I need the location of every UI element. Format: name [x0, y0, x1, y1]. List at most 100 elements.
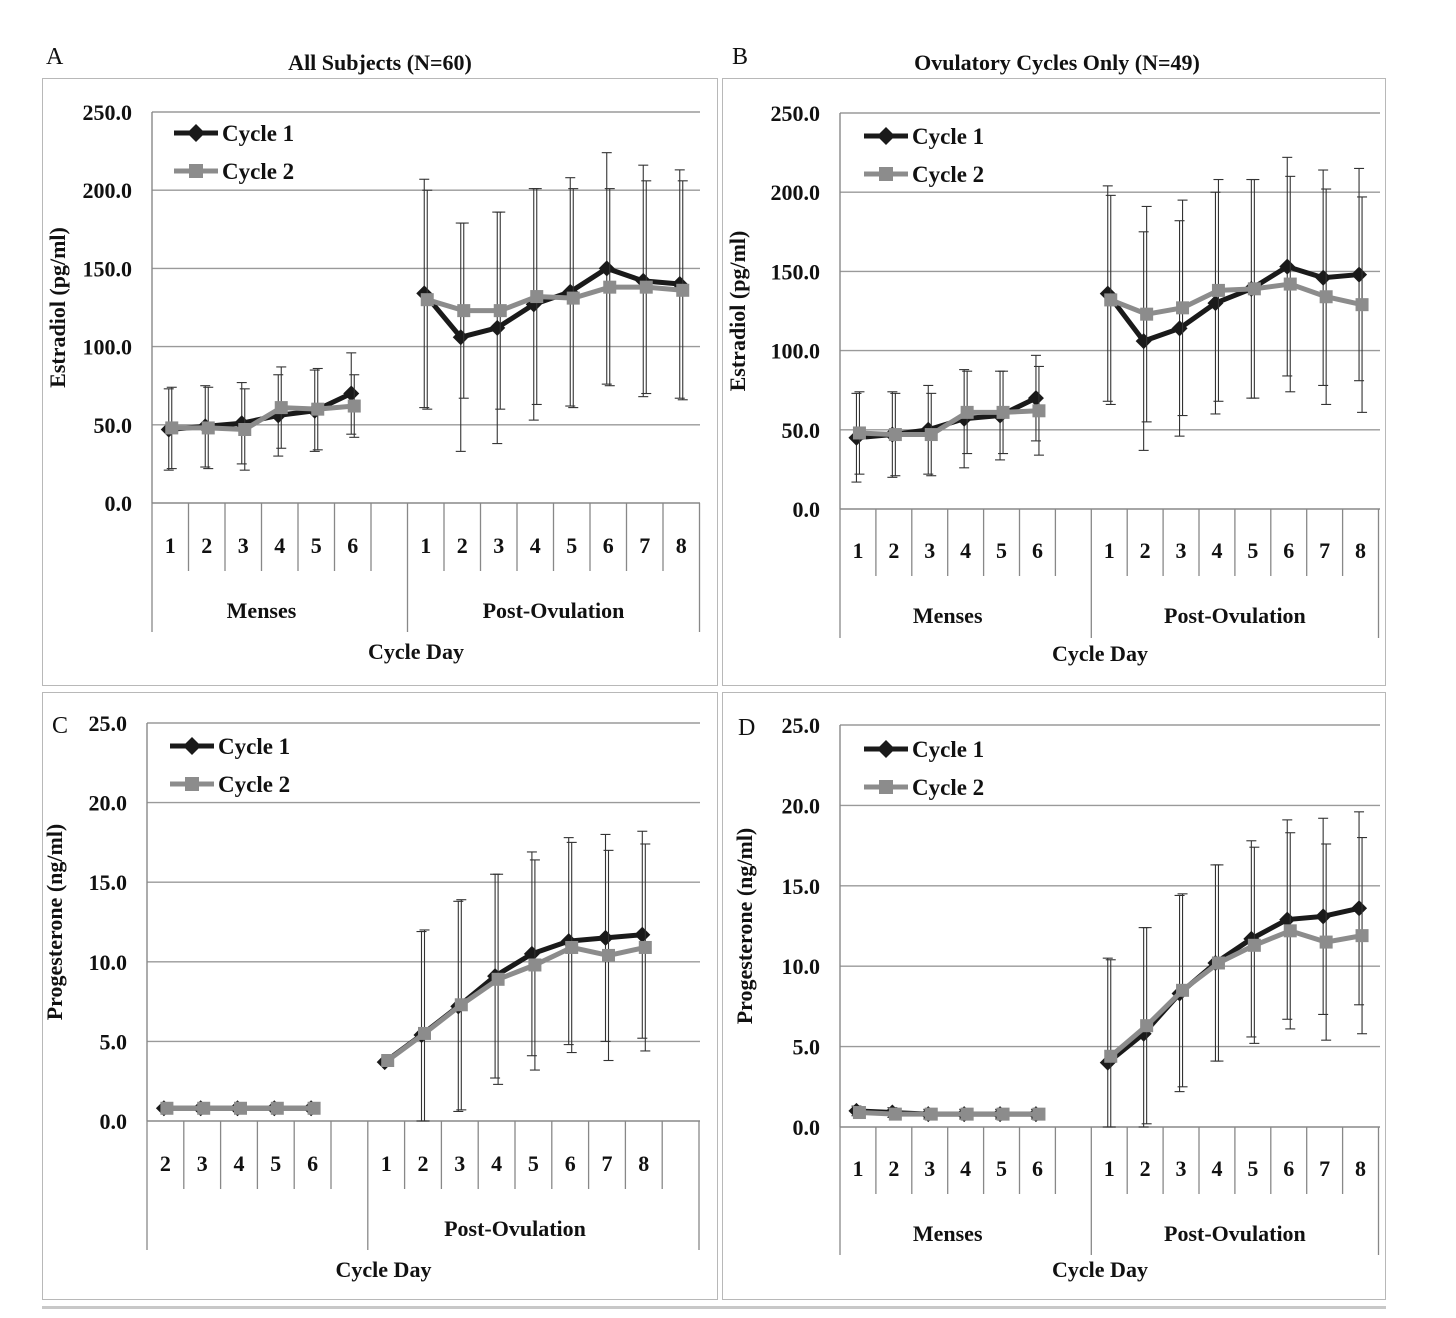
point-cycle-1-b — [1315, 269, 1332, 286]
point-cycle-2-a — [274, 401, 288, 415]
point-cycle-1-b — [1279, 258, 1296, 275]
point-cycle-1-c — [634, 926, 651, 943]
point-cycle-2-b — [1032, 404, 1046, 418]
group-label-c: Post-Ovulation — [444, 1216, 586, 1241]
point-cycle-1-c — [523, 945, 540, 962]
point-cycle-2-b — [852, 426, 866, 440]
y-tick-label-a: 200.0 — [83, 178, 133, 203]
x-tick-label-a: 2 — [201, 533, 212, 558]
point-cycle-2-d — [1319, 935, 1333, 949]
panel-a — [42, 78, 718, 686]
legend-label-a: Cycle 2 — [222, 159, 294, 184]
x-tick-label-c: 5 — [270, 1151, 281, 1176]
x-tick-label-c: 4 — [234, 1151, 245, 1176]
y-axis-title-c: Progesterone (ng/ml) — [42, 824, 67, 1021]
bottom-border — [42, 1306, 1386, 1309]
x-tick-label-b: 6 — [1032, 538, 1043, 563]
x-tick-label-b: 4 — [1211, 538, 1222, 563]
point-cycle-1-b — [1207, 295, 1224, 312]
point-cycle-2-b — [1140, 307, 1154, 321]
x-tick-label-c: 7 — [602, 1151, 613, 1176]
point-cycle-2-c — [307, 1101, 321, 1115]
panel-d — [722, 692, 1386, 1300]
y-tick-label-b: 200.0 — [771, 180, 821, 205]
y-tick-label-d: 20.0 — [782, 793, 821, 818]
legend-label-c: Cycle 1 — [218, 734, 290, 759]
point-cycle-2-d — [960, 1107, 974, 1121]
legend-label-b: Cycle 2 — [912, 162, 984, 187]
panel-letter-a: A — [46, 44, 64, 70]
point-cycle-2-c — [418, 1026, 431, 1040]
panel-letter-c: C — [52, 713, 68, 739]
x-tick-label-a: 6 — [347, 533, 358, 558]
point-cycle-2-c — [491, 972, 505, 986]
point-cycle-2-d — [1283, 924, 1297, 938]
legend-marker-b — [877, 127, 895, 145]
legend-label-a: Cycle 1 — [222, 121, 294, 146]
point-cycle-2-d — [1247, 938, 1261, 952]
point-cycle-2-b — [1104, 293, 1118, 307]
x-tick-label-a: 2 — [457, 533, 468, 558]
point-cycle-2-c — [528, 958, 542, 972]
point-cycle-2-a — [603, 280, 617, 294]
y-tick-label-a: 100.0 — [83, 335, 133, 360]
y-tick-label-a: 250.0 — [83, 100, 133, 125]
x-tick-label-d: 1 — [852, 1156, 863, 1181]
panel-b — [722, 78, 1386, 686]
point-cycle-2-a — [493, 304, 507, 318]
y-tick-label-b: 100.0 — [771, 339, 821, 364]
y-axis-title-b: Estradiol (pg/ml) — [725, 231, 750, 392]
point-cycle-2-c — [565, 940, 579, 954]
legend-marker-b — [879, 167, 893, 181]
x-tick-label-b: 5 — [1247, 538, 1258, 563]
point-cycle-2-a — [566, 291, 580, 305]
y-tick-label-c: 15.0 — [89, 870, 128, 895]
y-tick-label-d: 15.0 — [782, 874, 821, 899]
point-cycle-2-b — [1247, 282, 1261, 296]
point-cycle-2-b — [996, 405, 1010, 419]
x-tick-label-b: 3 — [924, 538, 935, 563]
y-tick-label-b: 50.0 — [782, 418, 821, 443]
x-tick-label-a: 4 — [274, 533, 285, 558]
x-axis-title-a: Cycle Day — [368, 639, 464, 664]
y-tick-label-a: 0.0 — [105, 491, 133, 516]
x-tick-label-a: 4 — [530, 533, 541, 558]
legend-marker-d — [877, 740, 895, 758]
x-tick-label-b: 5 — [996, 538, 1007, 563]
point-cycle-2-d — [1176, 983, 1190, 997]
y-axis-title-d: Progesterone (ng/ml) — [732, 828, 757, 1025]
point-cycle-2-d — [1211, 956, 1225, 970]
x-tick-label-b: 2 — [888, 538, 899, 563]
y-tick-label-b: 150.0 — [771, 259, 821, 284]
group-label-b: Menses — [913, 603, 983, 628]
panel-letter-d: D — [738, 715, 755, 741]
group-label-a: Post-Ovulation — [483, 598, 625, 623]
point-cycle-2-a — [457, 304, 471, 318]
x-tick-label-b: 6 — [1283, 538, 1294, 563]
x-tick-label-c: 2 — [418, 1151, 429, 1176]
x-tick-label-d: 8 — [1355, 1156, 1366, 1181]
x-tick-label-d: 6 — [1283, 1156, 1294, 1181]
point-cycle-1-a — [343, 385, 360, 402]
x-tick-label-b: 3 — [1176, 538, 1187, 563]
y-tick-label-c: 25.0 — [89, 711, 128, 736]
legend-label-d: Cycle 1 — [912, 737, 984, 762]
y-tick-label-d: 25.0 — [782, 713, 821, 738]
x-tick-label-a: 6 — [603, 533, 614, 558]
y-tick-label-d: 0.0 — [793, 1115, 821, 1140]
x-axis-title-c: Cycle Day — [336, 1257, 432, 1282]
y-tick-label-b: 0.0 — [793, 497, 821, 522]
point-cycle-1-b — [1027, 390, 1044, 407]
point-cycle-2-d — [1104, 1049, 1118, 1063]
point-cycle-1-c — [597, 929, 614, 946]
point-cycle-1-a — [489, 319, 506, 336]
legend-marker-c — [183, 737, 201, 755]
point-cycle-2-b — [888, 428, 902, 442]
point-cycle-2-b — [1283, 277, 1297, 291]
legend-label-c: Cycle 2 — [218, 772, 290, 797]
y-tick-label-c: 5.0 — [100, 1029, 128, 1054]
x-tick-label-a: 5 — [566, 533, 577, 558]
x-tick-label-b: 8 — [1355, 538, 1366, 563]
y-tick-label-d: 5.0 — [793, 1035, 821, 1060]
